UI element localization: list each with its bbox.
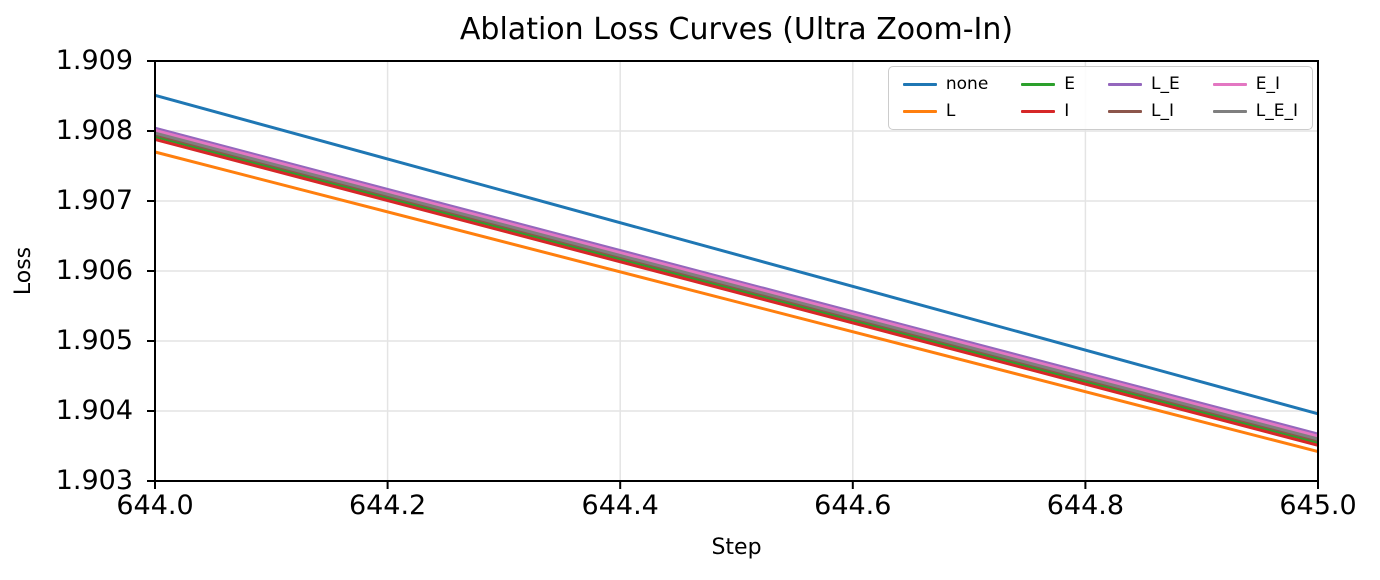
legend-column: L_E L_I — [1108, 72, 1180, 124]
legend-column: E_I L_E_I — [1212, 72, 1298, 124]
y-tick-label: 1.908 — [55, 115, 133, 146]
legend-item-L: L — [902, 99, 988, 124]
series-line-none — [154, 93, 1319, 416]
legend-label: L_E_I — [1255, 101, 1298, 121]
x-tick-label: 644.4 — [581, 490, 659, 521]
legend-label: E_I — [1255, 74, 1281, 94]
x-tick-label: 644.8 — [1046, 490, 1125, 521]
x-tick-label: 644.0 — [116, 490, 194, 521]
y-tick-label: 1.905 — [55, 325, 133, 356]
legend-label: L — [945, 101, 956, 121]
legend-label: L_I — [1151, 101, 1175, 121]
series-line-E — [154, 135, 1319, 444]
series-line-L_E_I — [154, 131, 1319, 441]
legend-label: E — [1064, 74, 1076, 94]
legend-label: I — [1064, 101, 1070, 121]
legend-swatch-L_I — [1108, 109, 1143, 114]
series-line-L — [154, 150, 1319, 454]
series-line-E_I — [154, 128, 1319, 438]
series-line-I — [154, 137, 1319, 447]
x-tick-label: 644.2 — [348, 490, 427, 521]
legend-item-L_E: L_E — [1108, 72, 1180, 97]
legend: none L E I L_E L_I E_I L_E_I — [887, 66, 1313, 130]
y-tick-label: 1.906 — [55, 255, 133, 286]
legend-swatch-E — [1021, 82, 1056, 87]
series-line-L_E — [154, 126, 1319, 436]
legend-label: none — [945, 74, 989, 94]
legend-swatch-L_E_I — [1212, 109, 1247, 114]
x-axis-label: Step — [711, 535, 762, 560]
y-tick-label: 1.909 — [55, 45, 133, 76]
x-tick-label: 644.6 — [814, 490, 892, 521]
x-tick-label: 645.0 — [1279, 490, 1357, 521]
legend-swatch-I — [1021, 109, 1056, 114]
y-tick-label: 1.903 — [55, 465, 133, 496]
legend-swatch-L — [902, 109, 937, 114]
legend-column: none L — [902, 72, 989, 124]
legend-item-L_E_I: L_E_I — [1212, 99, 1298, 124]
chart-title: Ablation Loss Curves (Ultra Zoom-In) — [459, 12, 1014, 47]
y-tick-label: 1.907 — [55, 185, 133, 216]
legend-label: L_E — [1151, 74, 1180, 94]
legend-item-I: I — [1021, 99, 1075, 124]
legend-swatch-none — [902, 82, 937, 87]
legend-item-E: E — [1021, 72, 1075, 97]
legend-item-E_I: E_I — [1212, 72, 1298, 97]
y-tick-label: 1.904 — [55, 395, 133, 426]
legend-swatch-E_I — [1212, 82, 1247, 87]
legend-item-L_I: L_I — [1108, 99, 1180, 124]
legend-item-none: none — [902, 72, 989, 97]
legend-swatch-L_E — [1108, 82, 1143, 87]
